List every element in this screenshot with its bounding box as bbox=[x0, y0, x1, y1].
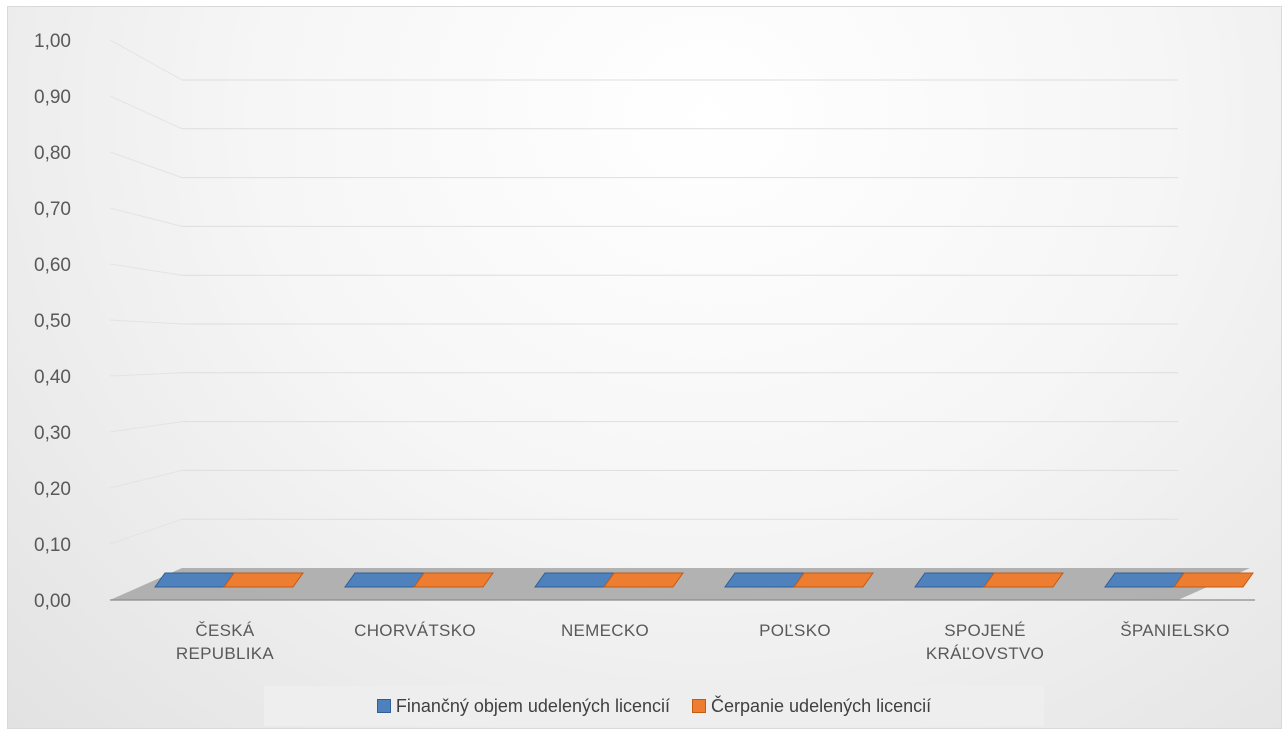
y-tick-label: 0,20 bbox=[34, 479, 71, 500]
bar-cerpanie bbox=[413, 572, 494, 588]
side-gridline bbox=[109, 319, 183, 325]
x-category-label: REPUBLIKA bbox=[176, 644, 274, 663]
legend-swatch-blue bbox=[376, 699, 391, 713]
x-category-label: SPOJENÉ bbox=[944, 621, 1025, 640]
x-category-label: NEMECKO bbox=[561, 621, 649, 640]
y-tick-label: 0,00 bbox=[34, 591, 71, 612]
y-tick-label: 0,50 bbox=[34, 311, 71, 332]
side-gridline bbox=[109, 151, 183, 179]
x-category-label: ŠPANIELSKO bbox=[1120, 621, 1229, 640]
side-gridline bbox=[109, 421, 183, 433]
side-gridline bbox=[109, 263, 183, 276]
side-gridline bbox=[109, 518, 183, 545]
bar-financny-objem bbox=[344, 572, 425, 588]
y-tick-label: 0,80 bbox=[34, 143, 71, 164]
legend-item-financny-objem: Finančný objem udelených licencií bbox=[376, 695, 670, 717]
legend-label-cerpanie: Čerpanie udelených licencií bbox=[711, 695, 932, 716]
x-category-label: KRÁĽOVSTVO bbox=[926, 644, 1044, 663]
y-tick-label: 0,10 bbox=[34, 535, 71, 556]
chart-area bbox=[7, 6, 1282, 729]
bar-financny-objem bbox=[534, 572, 615, 588]
legend-label-financny-objem: Finančný objem udelených licencií bbox=[395, 695, 670, 716]
side-gridline bbox=[109, 95, 183, 130]
side-gridline bbox=[109, 207, 183, 227]
bar-cerpanie bbox=[1173, 572, 1254, 588]
y-tick-label: 0,40 bbox=[34, 367, 71, 388]
bar-financny-objem bbox=[724, 572, 805, 588]
x-category-label: CHORVÁTSKO bbox=[354, 621, 476, 640]
side-gridline bbox=[109, 372, 183, 377]
bar-financny-objem bbox=[1104, 572, 1185, 588]
y-tick-label: 0,30 bbox=[34, 423, 71, 444]
side-gridline bbox=[109, 39, 183, 81]
bar-cerpanie bbox=[983, 572, 1064, 588]
legend-swatch-orange bbox=[692, 699, 706, 713]
legend-item-cerpanie: Čerpanie udelených licencií bbox=[692, 696, 931, 717]
bar-cerpanie bbox=[603, 572, 684, 588]
x-category-label: ČESKÁ bbox=[195, 621, 254, 640]
side-gridline bbox=[109, 469, 183, 489]
y-tick-label: 0,90 bbox=[34, 87, 71, 108]
y-tick-label: 1,00 bbox=[34, 31, 71, 52]
bar-cerpanie bbox=[223, 572, 304, 588]
chart-legend: Finančný objem udelených licencií Čerpan… bbox=[264, 686, 1044, 726]
y-tick-label: 0,60 bbox=[34, 255, 71, 276]
bar-cerpanie bbox=[793, 572, 874, 588]
bar-financny-objem bbox=[154, 572, 235, 588]
y-tick-label: 0,70 bbox=[34, 199, 71, 220]
x-category-label: POĽSKO bbox=[759, 621, 831, 640]
bar-financny-objem bbox=[914, 572, 995, 588]
